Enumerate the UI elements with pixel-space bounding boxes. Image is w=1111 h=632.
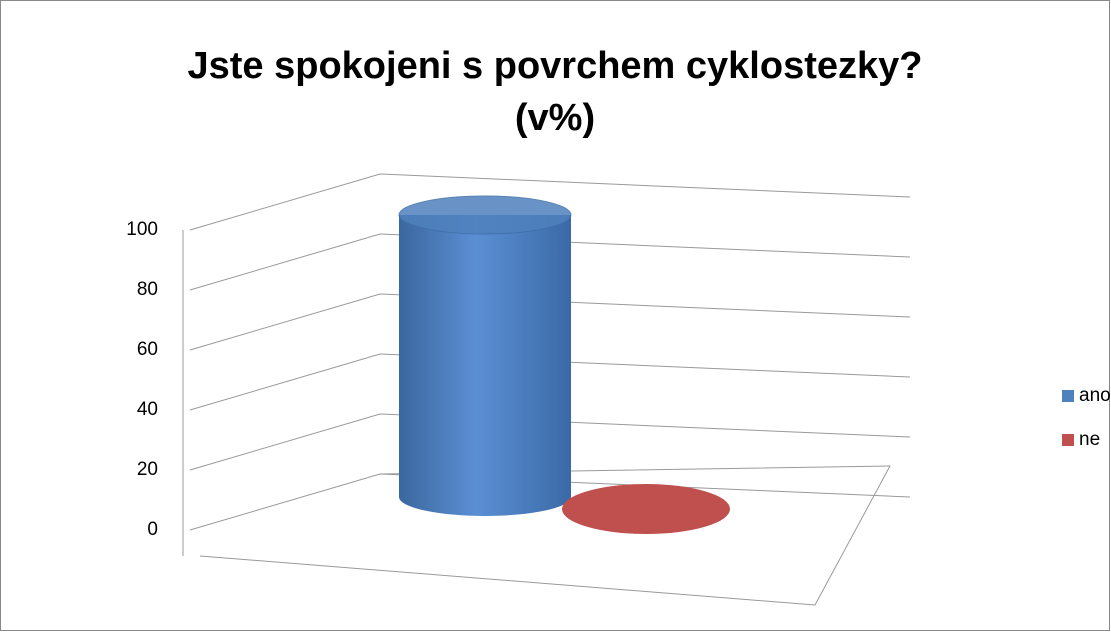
legend-label: ne [1079,429,1100,450]
grid-line [189,353,911,411]
y-tick-label: 0 [147,519,158,540]
cylinder-top [562,484,730,534]
grid-line [189,233,911,291]
floor [199,465,891,606]
grid-line [189,413,911,471]
legend-swatch [1062,390,1074,402]
chart-title: Jste spokojeni s povrchem cyklostezky? (… [187,45,923,139]
legend-label: ano [1079,385,1111,406]
grid-line [189,293,911,351]
y-tick-label: 100 [126,219,158,240]
y-tick-label: 60 [137,339,158,360]
y-tick-label: 80 [137,279,158,300]
cylinder-body [399,215,571,516]
grid-line [189,473,911,531]
legend-swatch [1062,434,1074,446]
y-tick-label: 40 [137,399,158,420]
y-tick-label: 20 [137,459,158,480]
grid-line [189,173,911,231]
cylinder-top [398,195,572,235]
